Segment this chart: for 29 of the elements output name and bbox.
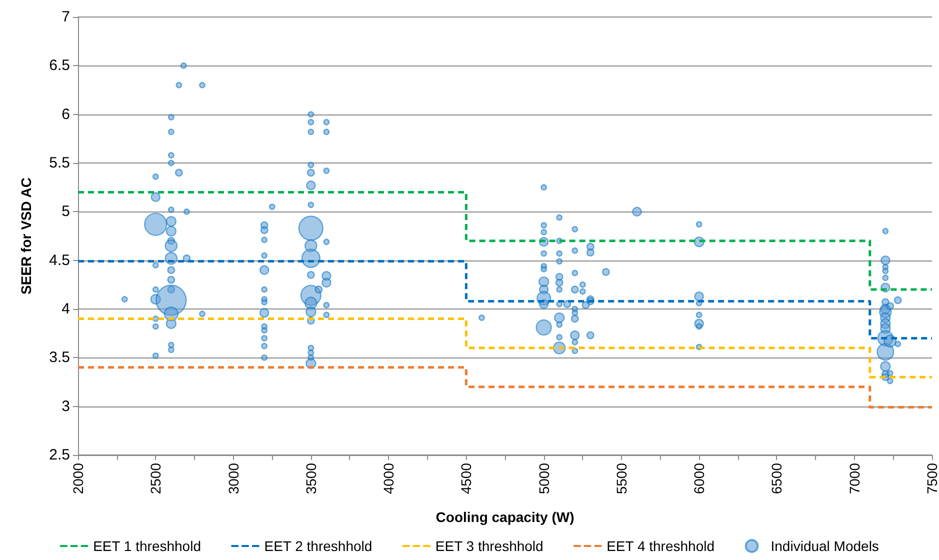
legend-label: EET 4 threshhold	[606, 538, 715, 554]
y-tick-label: 4	[62, 300, 70, 318]
y-tick-label: 3	[62, 398, 70, 415]
y-axis-title: SEER for VSD AC	[18, 178, 34, 294]
y-tick-label: 3.5	[49, 349, 70, 366]
x-tick-label: 6500	[768, 462, 785, 494]
y-tick-label: 6.5	[49, 57, 70, 74]
x-axis-title: Cooling capacity (W)	[436, 509, 574, 525]
x-tick-label: 2500	[148, 462, 164, 494]
x-tick-label: 4500	[458, 462, 474, 494]
legend-label: EET 3 threshhold	[435, 538, 544, 554]
y-tick-label: 2.5	[49, 446, 70, 464]
x-tick-label: 4000	[380, 462, 397, 494]
y-tick-label: 4.5	[49, 252, 70, 269]
x-tick-label: 3500	[302, 462, 319, 494]
x-tick-label: 7000	[846, 462, 862, 494]
x-tick-label: 6000	[691, 462, 708, 494]
x-tick-label: 7500	[924, 462, 939, 494]
legend-label: EET 1 threshhold	[93, 538, 201, 554]
y-tick-label: 5.5	[49, 154, 70, 172]
y-tick-label: 6	[62, 106, 70, 123]
x-tick-label: 5000	[536, 462, 552, 494]
legend-label: Individual Models	[770, 538, 879, 554]
legend-label: EET 2 threshhold	[264, 538, 372, 554]
x-tick-label: 3000	[225, 462, 242, 494]
y-tick-label: 5	[62, 203, 70, 220]
y-tick-label: 7	[62, 8, 70, 26]
x-tick-label: 2000	[70, 462, 86, 494]
x-tick-label: 5500	[613, 462, 630, 494]
